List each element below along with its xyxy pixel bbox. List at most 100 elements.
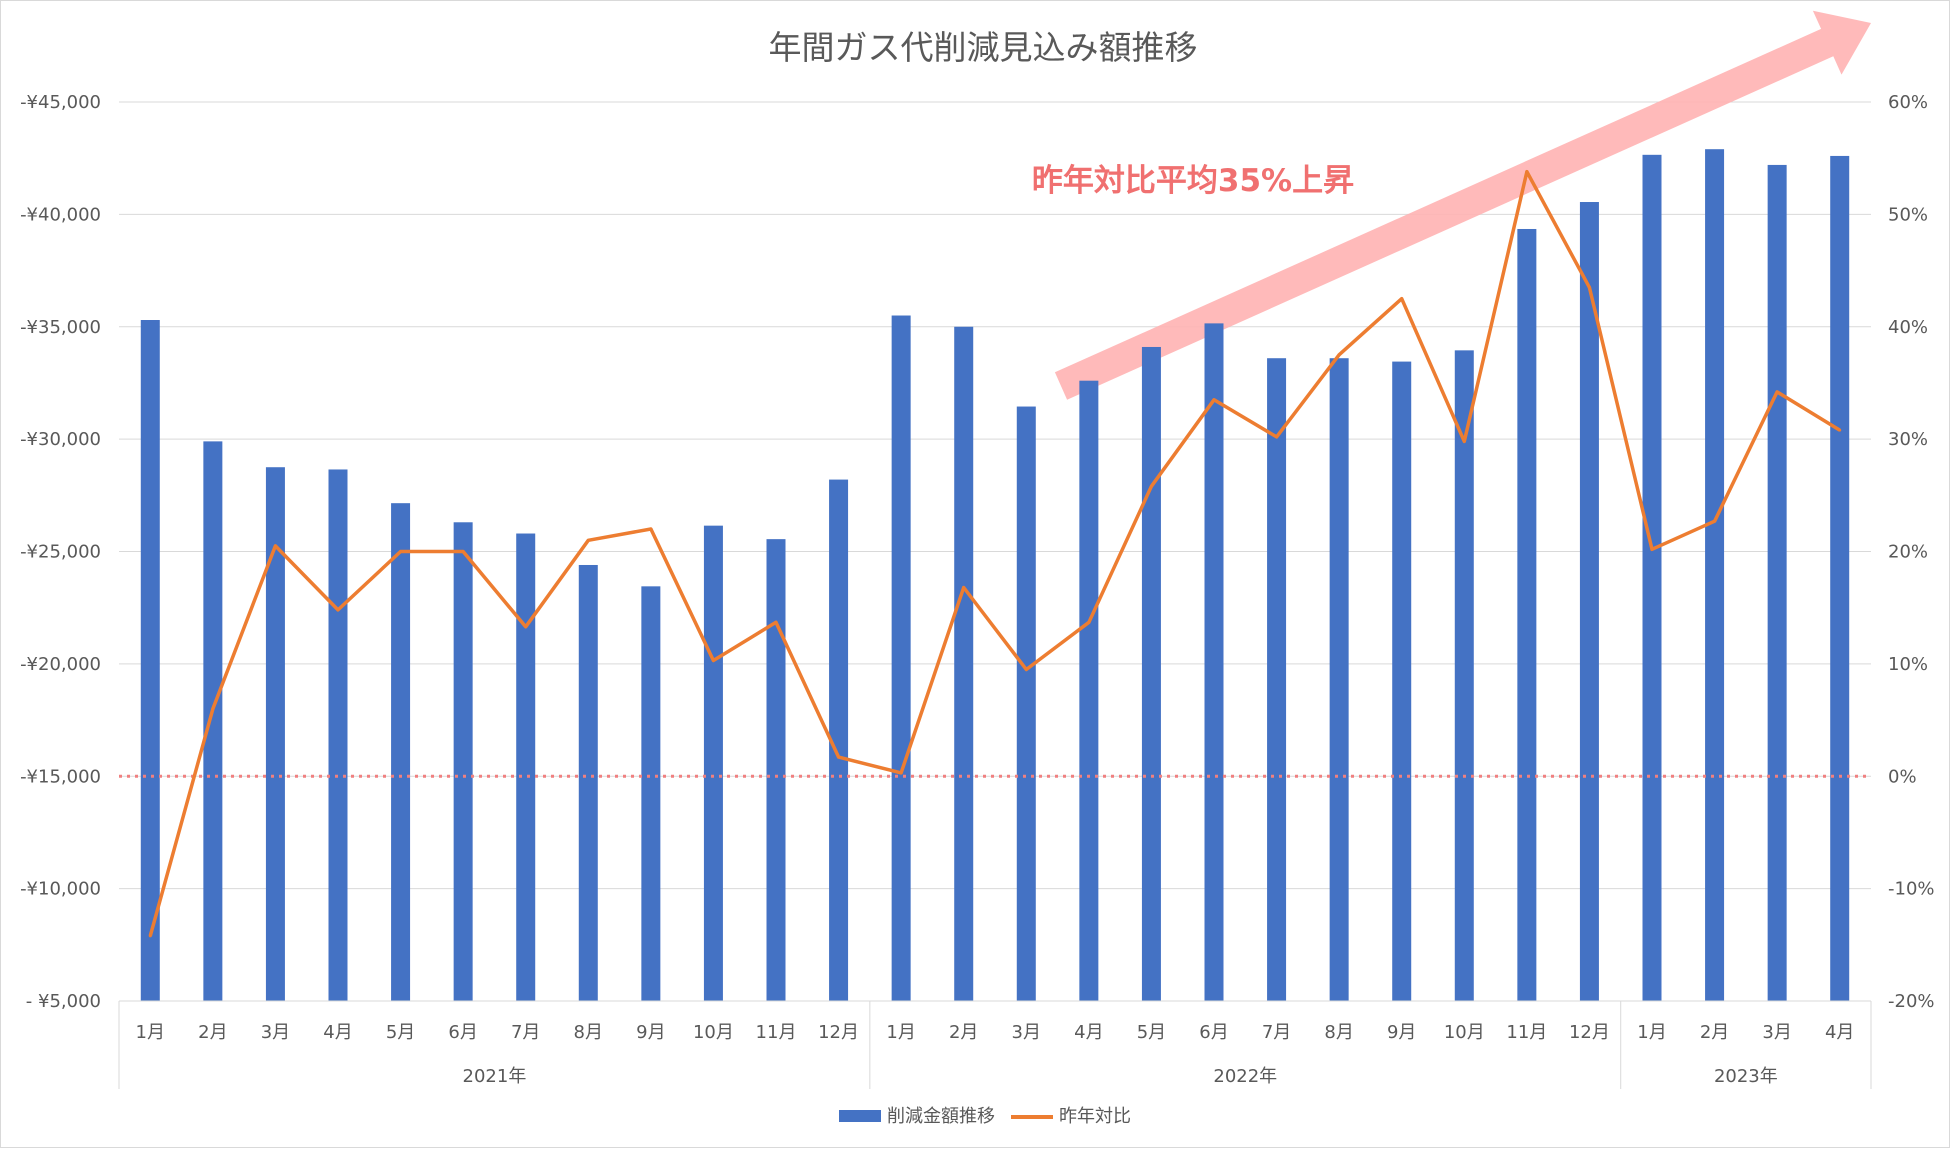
legend-bar-swatch — [839, 1110, 881, 1122]
legend: 削減金額推移 昨年対比 — [839, 1106, 1131, 1127]
line-point — [1775, 390, 1779, 394]
month-label: 12月 — [818, 1022, 859, 1043]
month-label: 2月 — [949, 1022, 978, 1043]
left-tick-label: -¥45,000 — [20, 92, 101, 113]
right-tick-label: 10% — [1888, 654, 1928, 675]
bar — [891, 315, 911, 1001]
bar — [1830, 155, 1850, 1001]
line-point — [399, 550, 403, 553]
right-tick-label: 0% — [1888, 766, 1917, 787]
right-tick-label: 50% — [1888, 204, 1928, 225]
left-tick-label: -¥25,000 — [20, 542, 101, 563]
bar — [1454, 350, 1474, 1001]
line-point — [649, 527, 653, 531]
line-point — [711, 659, 715, 663]
month-label: 3月 — [261, 1022, 290, 1043]
left-tick-label: -¥15,000 — [20, 766, 101, 787]
bar — [203, 441, 223, 1001]
month-label: 11月 — [1506, 1022, 1547, 1043]
line-path — [148, 169, 1841, 937]
line-point — [899, 771, 903, 775]
gridlines — [119, 101, 1871, 1002]
bar — [766, 539, 786, 1001]
bar — [1392, 361, 1412, 1001]
bar — [1579, 202, 1599, 1002]
line-point — [586, 538, 590, 542]
line-point — [1713, 519, 1717, 523]
line-point — [1838, 428, 1842, 432]
line-point — [336, 608, 340, 612]
month-label: 8月 — [574, 1022, 603, 1043]
bar — [1079, 380, 1099, 1001]
bar — [265, 467, 285, 1001]
month-label: 4月 — [1825, 1022, 1854, 1043]
legend-line-label: 昨年対比 — [1059, 1106, 1131, 1127]
month-label: 12月 — [1569, 1022, 1610, 1043]
bar — [954, 326, 974, 1001]
line-point — [148, 934, 152, 938]
left-tick-label: -¥10,000 — [20, 879, 101, 900]
line-point — [774, 620, 778, 624]
line-point — [1275, 435, 1279, 439]
category-axis: 1月 2月 3月 4月 5月 6月 7月 8月 9月 10月 11月 12月 1月 2月 3月 4月 5月 6月 7… — [118, 1000, 1872, 1089]
left-axis: - ¥5,000 -¥10,000 -¥15,000 -¥20,000 -¥25,000… — [20, 92, 101, 1012]
bar — [1642, 154, 1662, 1001]
line-point — [1024, 667, 1028, 671]
line-point — [962, 585, 966, 589]
month-label: 7月 — [511, 1022, 540, 1043]
line-point — [273, 544, 277, 548]
line-point — [837, 755, 841, 759]
month-label: 2月 — [198, 1022, 227, 1043]
month-label: 1月 — [1637, 1022, 1666, 1043]
bar — [703, 525, 723, 1001]
month-label: 3月 — [1012, 1022, 1041, 1043]
bar-series — [140, 149, 1850, 1002]
bar — [1767, 164, 1787, 1001]
line-point — [1212, 398, 1216, 402]
month-label: 5月 — [386, 1022, 415, 1043]
line-point — [461, 550, 465, 553]
bar — [391, 503, 411, 1001]
right-tick-label: 40% — [1888, 317, 1928, 338]
month-label: 2月 — [1700, 1022, 1729, 1043]
right-tick-label: -20% — [1888, 991, 1935, 1012]
right-tick-label: 30% — [1888, 429, 1928, 450]
month-label: 1月 — [886, 1022, 915, 1043]
bar — [140, 320, 160, 1001]
right-axis: -20% -10% 0% 10% 20% 30% 40% 50% 60% — [1888, 92, 1935, 1012]
right-tick-label: 60% — [1888, 92, 1928, 113]
bar — [829, 479, 849, 1002]
year-label: 2021年 — [463, 1066, 527, 1087]
trend-arrow — [1054, 10, 1871, 400]
month-label: 6月 — [448, 1022, 477, 1043]
month-label: 10月 — [1444, 1022, 1485, 1043]
bar — [328, 469, 348, 1001]
month-label: 9月 — [1387, 1022, 1416, 1043]
month-label: 4月 — [323, 1022, 352, 1043]
trend-arrow-shape — [1054, 10, 1871, 400]
year-label: 2023年 — [1714, 1066, 1778, 1087]
line-point — [1337, 353, 1341, 357]
right-tick-label: 20% — [1888, 542, 1928, 563]
chart-title: 年間ガス代削減見込み額推移 — [769, 28, 1198, 67]
line-point — [1087, 620, 1091, 624]
bar — [1204, 323, 1224, 1001]
bar — [1141, 346, 1161, 1001]
left-tick-label: -¥35,000 — [20, 317, 101, 338]
left-tick-label: -¥20,000 — [20, 654, 101, 675]
left-tick-label: -¥40,000 — [20, 204, 101, 225]
left-tick-label: - ¥5,000 — [26, 991, 101, 1012]
line-point — [211, 707, 215, 711]
line-point — [1650, 547, 1654, 551]
line-point — [1587, 285, 1591, 289]
month-label: 4月 — [1074, 1022, 1103, 1043]
line-point — [1400, 297, 1404, 301]
month-label: 3月 — [1762, 1022, 1791, 1043]
legend-bar-label: 削減金額推移 — [887, 1106, 995, 1127]
line-point — [1149, 484, 1153, 488]
month-label: 10月 — [693, 1022, 734, 1043]
month-label: 11月 — [756, 1022, 797, 1043]
line-series — [148, 169, 1842, 938]
line-point — [1462, 439, 1466, 443]
left-tick-label: -¥30,000 — [20, 429, 101, 450]
